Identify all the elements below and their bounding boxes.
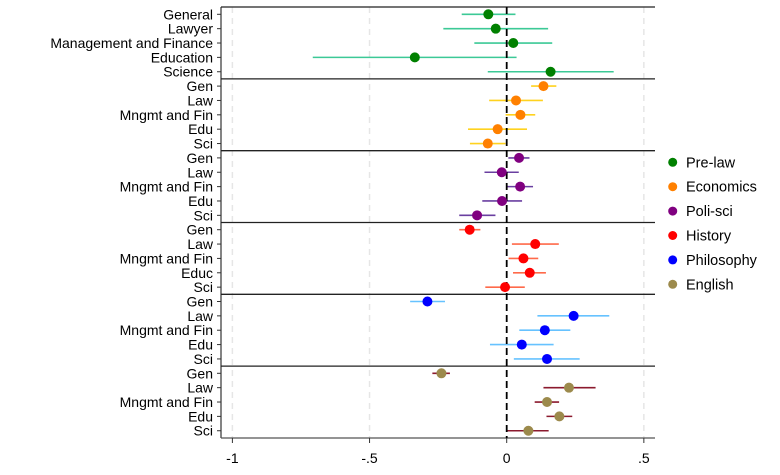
legend-label: Economics bbox=[686, 180, 757, 196]
estimate-point bbox=[500, 282, 511, 293]
estimate-point bbox=[515, 109, 526, 120]
y-tick-label: Mngmt and Fin bbox=[120, 322, 213, 338]
x-tick-label: -1 bbox=[226, 450, 239, 466]
y-tick-label: Mngmt and Fin bbox=[120, 179, 213, 195]
y-tick-label: Law bbox=[187, 164, 214, 180]
estimate-point bbox=[492, 124, 503, 135]
y-tick-label: Gen bbox=[187, 294, 213, 310]
y-tick-label: Law bbox=[187, 380, 214, 396]
legend-label: Poli-sci bbox=[686, 204, 733, 220]
y-tick-label: Edu bbox=[188, 121, 213, 137]
y-tick-label: Law bbox=[187, 236, 214, 252]
legend-marker bbox=[668, 231, 678, 240]
estimate-point bbox=[490, 23, 501, 34]
y-tick-label: Education bbox=[151, 49, 213, 65]
estimate-point bbox=[436, 368, 447, 379]
y-tick-label: Law bbox=[187, 92, 214, 108]
y-tick-label: Educ bbox=[181, 265, 213, 281]
estimate-point bbox=[524, 267, 535, 278]
y-tick-label: Gen bbox=[187, 78, 213, 94]
y-tick-label: Sci bbox=[194, 279, 213, 295]
estimate-point bbox=[483, 9, 494, 20]
y-tick-label: Sci bbox=[194, 136, 213, 152]
estimate-point bbox=[563, 382, 574, 393]
y-tick-label: Law bbox=[187, 308, 214, 324]
estimate-point bbox=[568, 310, 579, 321]
y-tick-label: Gen bbox=[187, 222, 213, 238]
estimate-point bbox=[496, 167, 507, 178]
y-tick-label: Management and Finance bbox=[50, 35, 213, 51]
estimate-point bbox=[482, 138, 493, 149]
estimate-point bbox=[508, 38, 519, 49]
estimate-point bbox=[518, 253, 529, 264]
estimate-point bbox=[542, 353, 553, 364]
y-tick-label: Edu bbox=[188, 337, 213, 353]
estimate-point bbox=[464, 224, 475, 235]
estimate-point bbox=[514, 152, 525, 163]
y-tick-label: Sci bbox=[194, 207, 213, 223]
legend-label: History bbox=[686, 229, 732, 245]
estimate-point bbox=[409, 52, 420, 63]
estimate-point bbox=[545, 66, 556, 77]
estimate-point bbox=[511, 95, 522, 106]
legend-marker bbox=[668, 279, 678, 289]
y-tick-label: Mngmt and Fin bbox=[120, 250, 213, 266]
estimate-point bbox=[539, 325, 550, 336]
estimate-point bbox=[538, 81, 549, 92]
estimate-point bbox=[530, 239, 541, 250]
estimate-point bbox=[542, 397, 553, 408]
y-tick-label: Edu bbox=[188, 193, 213, 209]
legend-marker bbox=[668, 206, 678, 216]
x-tick-label: .5 bbox=[638, 450, 650, 466]
legend-marker bbox=[668, 182, 678, 192]
estimate-point bbox=[516, 339, 527, 350]
y-tick-label: Edu bbox=[188, 408, 213, 424]
legend-marker bbox=[668, 255, 678, 265]
y-tick-label: Sci bbox=[194, 423, 213, 439]
y-tick-label: Sci bbox=[194, 351, 213, 367]
legend-label: English bbox=[686, 277, 734, 293]
y-tick-label: Mngmt and Fin bbox=[120, 394, 213, 410]
x-tick-label: 0 bbox=[503, 450, 511, 466]
estimate-point bbox=[523, 425, 534, 436]
y-tick-label: Gen bbox=[187, 150, 213, 166]
estimate-point bbox=[554, 411, 565, 422]
estimate-point bbox=[422, 296, 433, 307]
y-tick-label: Gen bbox=[187, 365, 213, 381]
legend-label: Pre-law bbox=[686, 155, 736, 171]
y-tick-label: Science bbox=[163, 64, 213, 80]
legend-marker bbox=[668, 157, 678, 167]
x-tick-label: -.5 bbox=[361, 450, 378, 466]
legend-label: Philosophy bbox=[686, 253, 758, 269]
y-tick-label: Mngmt and Fin bbox=[120, 107, 213, 123]
y-tick-label: General bbox=[163, 6, 213, 22]
estimate-point bbox=[497, 195, 508, 206]
estimate-point bbox=[472, 210, 483, 221]
estimate-point bbox=[515, 181, 526, 192]
y-tick-label: Lawyer bbox=[168, 21, 213, 37]
